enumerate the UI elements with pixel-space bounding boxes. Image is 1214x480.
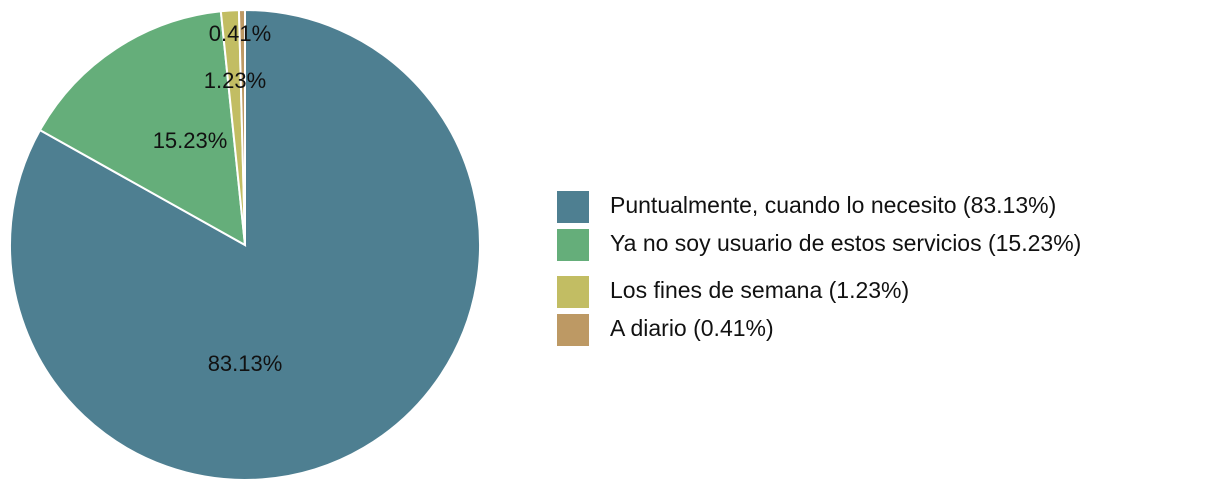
legend-label: Ya no soy usuario de estos servicios (15… (610, 230, 1081, 256)
data-label: 0.41% (209, 21, 271, 46)
legend-swatch (557, 276, 589, 308)
legend-swatch (557, 229, 589, 261)
data-label: 1.23% (204, 68, 266, 93)
data-label: 15.23% (153, 128, 228, 153)
legend-swatch (557, 314, 589, 346)
pie-slice (237, 8, 246, 246)
legend-label: Puntualmente, cuando lo necesito (83.13%… (610, 192, 1056, 218)
legend-label: Los fines de semana (1.23%) (610, 277, 909, 303)
legend-label: A diario (0.41%) (610, 315, 774, 341)
legend-swatch (557, 191, 589, 223)
data-label: 83.13% (208, 351, 283, 376)
pie-slice (38, 10, 247, 247)
